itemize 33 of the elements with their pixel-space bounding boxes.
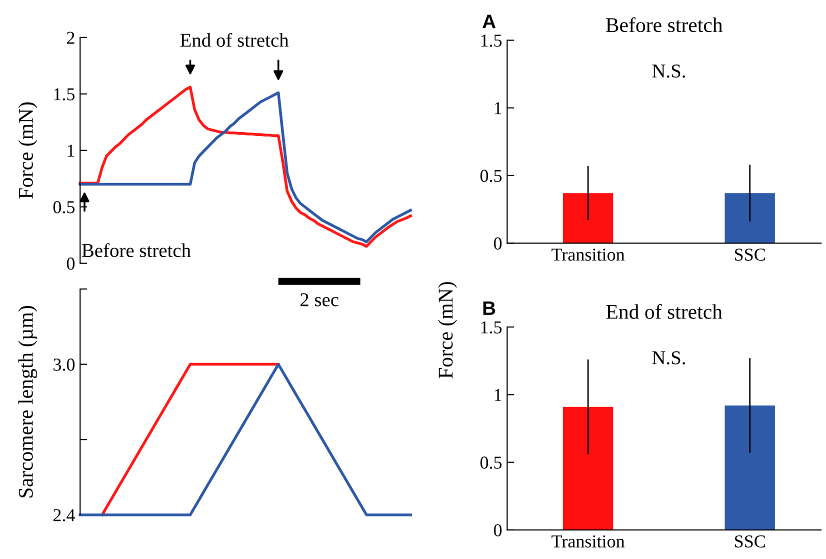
text: B <box>483 301 496 315</box>
y-tick-label: 2 <box>67 32 74 44</box>
y-tick-label: 0.5 <box>480 456 502 469</box>
y-axis-title: Force (mN) <box>438 282 457 378</box>
annotation: N.S. <box>652 64 685 78</box>
y-tick-label: 1.5 <box>54 88 75 100</box>
y-tick-label: 0.5 <box>480 170 502 182</box>
y-tick-label: 2.4 <box>53 509 75 522</box>
line-series <box>100 362 280 516</box>
chart-title: Before stretch <box>606 17 723 32</box>
x-tick-label: SSC <box>735 248 765 261</box>
annotation: 2 sec <box>300 293 338 306</box>
annotation: End of stretch <box>180 32 289 47</box>
y-tick-label: 0 <box>494 237 502 250</box>
y-tick-label: 0.5 <box>53 201 75 214</box>
text: A <box>482 14 496 28</box>
y-tick-label: 1 <box>68 144 74 157</box>
y-axis-title: Force (mN) <box>18 102 38 199</box>
x-tick-label: Transition <box>552 248 625 261</box>
y-tick-label: 3.0 <box>54 358 75 371</box>
y-tick-label: 1.5 <box>481 321 502 334</box>
y-tick-label: 0 <box>494 524 502 536</box>
chart-title: End of stretch <box>606 304 722 319</box>
annotation: Before stretch <box>82 243 191 258</box>
x-tick-label: Transition <box>552 535 625 548</box>
y-tick-label: 1.5 <box>481 34 502 47</box>
x-tick-label: SSC <box>735 535 765 548</box>
y-axis-title: Sarcomere length (µm) <box>18 306 38 498</box>
line-series <box>78 362 412 516</box>
y-tick-label: 1 <box>494 102 502 114</box>
annotation: N.S. <box>652 351 685 364</box>
y-tick-label: 0 <box>66 258 75 270</box>
y-tick-label: 1 <box>494 389 502 401</box>
